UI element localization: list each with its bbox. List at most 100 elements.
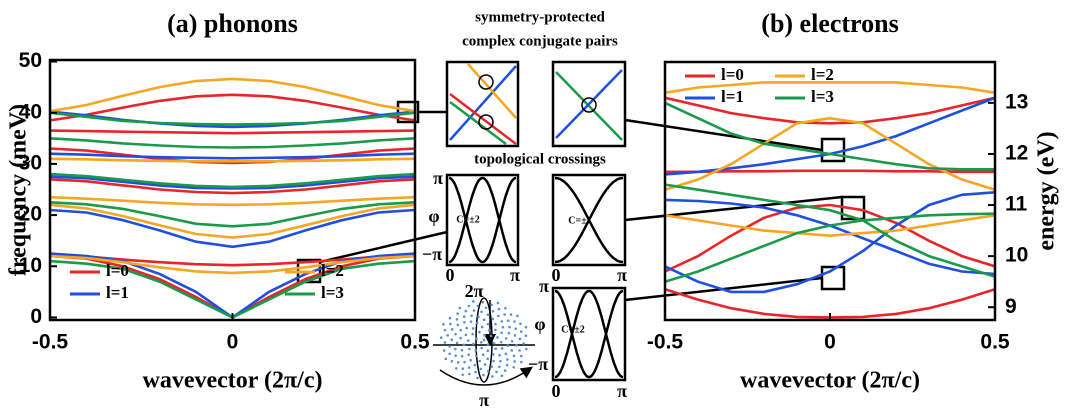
schematic-dot (465, 327, 468, 330)
legend-label: l=1 (721, 87, 744, 106)
schematic-dot (488, 329, 491, 332)
plot-lines (665, 82, 995, 317)
schematic-dot (440, 336, 443, 339)
schematic-dot (468, 373, 471, 376)
schematic-dot (454, 354, 457, 357)
schematic-label: π (479, 390, 489, 410)
schematic-dot (475, 349, 478, 352)
schematic-dot (498, 308, 501, 311)
schematic-dot (476, 305, 479, 308)
schematic-dot (510, 349, 513, 352)
chart-title: (b) electrons (761, 9, 898, 38)
schematic-dot (515, 344, 518, 347)
schematic-dot (497, 315, 500, 318)
schematic-dot (496, 336, 499, 339)
schematic-dot (494, 323, 497, 326)
schematic-dot (503, 313, 506, 316)
schematic-dot (522, 342, 525, 345)
schematic-dot (480, 341, 483, 344)
schematic-dot (500, 331, 503, 334)
schematic-dot (497, 302, 500, 305)
schematic-dot (480, 347, 483, 350)
schematic-dot (442, 323, 445, 326)
schematic-dot (487, 313, 490, 316)
schematic-dot (519, 338, 522, 341)
inset-tick: −π (422, 244, 442, 264)
schematic-dot (507, 319, 510, 322)
crossing-curve (449, 220, 516, 262)
legend-label: l=0 (721, 65, 744, 84)
schematic-dot (520, 355, 523, 358)
schematic-dot (474, 364, 477, 367)
band-line (50, 154, 415, 159)
schematic-dot (454, 333, 457, 336)
legend-label: l=2 (321, 261, 344, 280)
schematic-dot (458, 307, 461, 310)
schematic-dot (459, 337, 462, 340)
schematic-dot (513, 320, 516, 323)
inset-line (556, 70, 622, 138)
x-axis-label: wavevector (2π/c) (740, 368, 920, 394)
schematic-dot (487, 343, 490, 346)
schematic-dot (451, 328, 454, 331)
x-tick-label: -0.5 (647, 331, 684, 354)
schematic-dot (502, 326, 505, 329)
schematic-dot (501, 347, 504, 350)
inset-tick: −π (528, 354, 548, 374)
schematic-label: 2π (465, 281, 484, 301)
schematic-dot (512, 366, 515, 369)
schematic-dot (444, 341, 447, 344)
schematic-dot (451, 360, 454, 363)
crossing-circle (479, 75, 493, 89)
schematic-dot (492, 310, 495, 313)
inset-tick: π (539, 276, 549, 296)
schematic-dot (467, 339, 470, 342)
schematic-dot (490, 335, 493, 338)
schematic-dot (472, 300, 475, 303)
schematic-dot (499, 360, 502, 363)
schematic-dot (454, 348, 457, 351)
schematic-dot (493, 342, 496, 345)
insets: symmetry-protected complex conjugate pai… (422, 9, 627, 410)
x-tick-label: 0 (824, 331, 836, 354)
schematic-dot (444, 358, 447, 361)
schematic-dot (483, 339, 486, 342)
schematic-dot (482, 301, 485, 304)
schematic-dot (501, 374, 504, 377)
band-line (50, 113, 415, 125)
schematic-dot (484, 363, 487, 366)
y-axis-label: energy (eV) (1034, 131, 1060, 250)
y-tick-label: 12 (1005, 142, 1028, 165)
schematic-dot (450, 338, 453, 341)
inset-tick: π (617, 265, 627, 285)
schematic-dot (456, 342, 459, 345)
legend-label: l=1 (106, 283, 129, 302)
schematic-dot (469, 359, 472, 362)
schematic-dot (500, 341, 503, 344)
inset-line (556, 72, 622, 140)
chart-title: (a) phonons (167, 9, 298, 38)
schematic-dot (491, 375, 494, 378)
schematic-dot (520, 330, 523, 333)
band-line (50, 205, 415, 238)
schematic-dot (480, 311, 483, 314)
y-tick-label: 11 (1005, 193, 1028, 216)
schematic-dot (494, 329, 497, 332)
schematic-dot (520, 361, 523, 364)
schematic-dot (476, 322, 479, 325)
schematic-dot (456, 312, 459, 315)
legend-label: l=2 (811, 65, 834, 84)
schematic-dot (463, 343, 466, 346)
schematic-dot (463, 321, 466, 324)
band-line (665, 103, 995, 169)
schematic-dot (475, 355, 478, 358)
x-tick-label: 0.5 (980, 331, 1010, 354)
inset-header: complex conjugate pairs (462, 33, 618, 49)
schematic-dot (486, 358, 489, 361)
y-tick-label: 10 (19, 254, 42, 277)
schematic-dot (478, 331, 481, 334)
schematic-dot (525, 348, 528, 351)
schematic-dot (487, 323, 490, 326)
schematic-dot (457, 361, 460, 364)
schematic-dot (513, 360, 516, 363)
